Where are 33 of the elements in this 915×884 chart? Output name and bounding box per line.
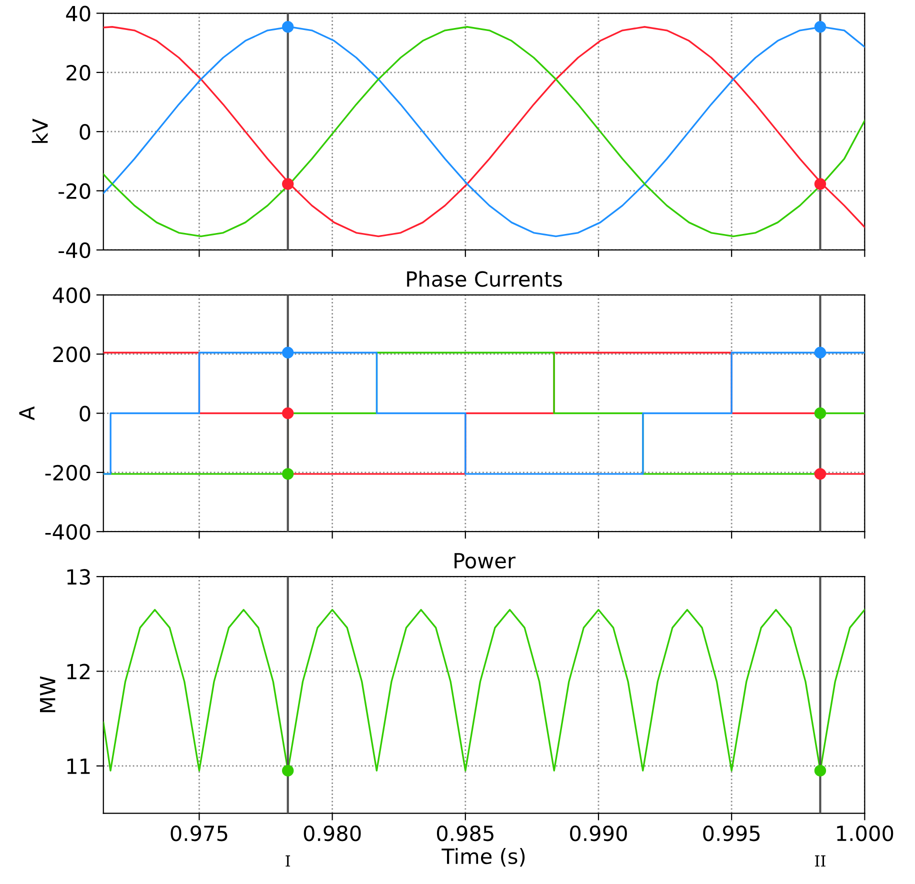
- point: [282, 407, 294, 420]
- y-tick-label: 200: [53, 346, 90, 362]
- y-tick-label: 400: [52, 287, 90, 304]
- point: [814, 407, 826, 420]
- y-axis-title: A: [19, 406, 34, 420]
- y-tick-label: -400: [45, 524, 90, 540]
- y-tick-label: -20: [58, 183, 90, 199]
- y-tick-label: 11: [67, 758, 90, 774]
- y-tick-label: 40: [66, 6, 90, 22]
- x-tick-label: 0.985: [436, 825, 494, 842]
- ref-line-label: II: [815, 855, 826, 867]
- y-tick-label: 0: [80, 406, 90, 422]
- x-tick-label: 0.980: [304, 825, 361, 842]
- y-tick-label: -200: [45, 464, 90, 481]
- y-axis-title: MW: [40, 676, 56, 712]
- x-axis-title: Time (s): [442, 848, 525, 867]
- y-tick-label: 13: [67, 569, 90, 585]
- x-tick-label: 0.995: [703, 825, 760, 842]
- y-tick-label: 20: [66, 64, 90, 81]
- x-tick-label: 0.990: [570, 825, 627, 842]
- point: [282, 468, 294, 480]
- point: [282, 346, 294, 358]
- chart-title: Power: [454, 553, 516, 569]
- y-tick-label: -40: [58, 242, 90, 258]
- point: [814, 346, 826, 358]
- ref-line-label: I: [286, 855, 290, 867]
- chart-title: Phase Currents: [407, 270, 562, 287]
- y-axis-title: kV: [32, 118, 48, 143]
- y-tick-label: 0: [80, 124, 90, 140]
- y-tick-label: 12: [67, 664, 90, 680]
- x-tick-label: 0.975: [170, 825, 228, 842]
- x-tick-label: 1.000: [837, 825, 894, 842]
- point: [814, 468, 826, 480]
